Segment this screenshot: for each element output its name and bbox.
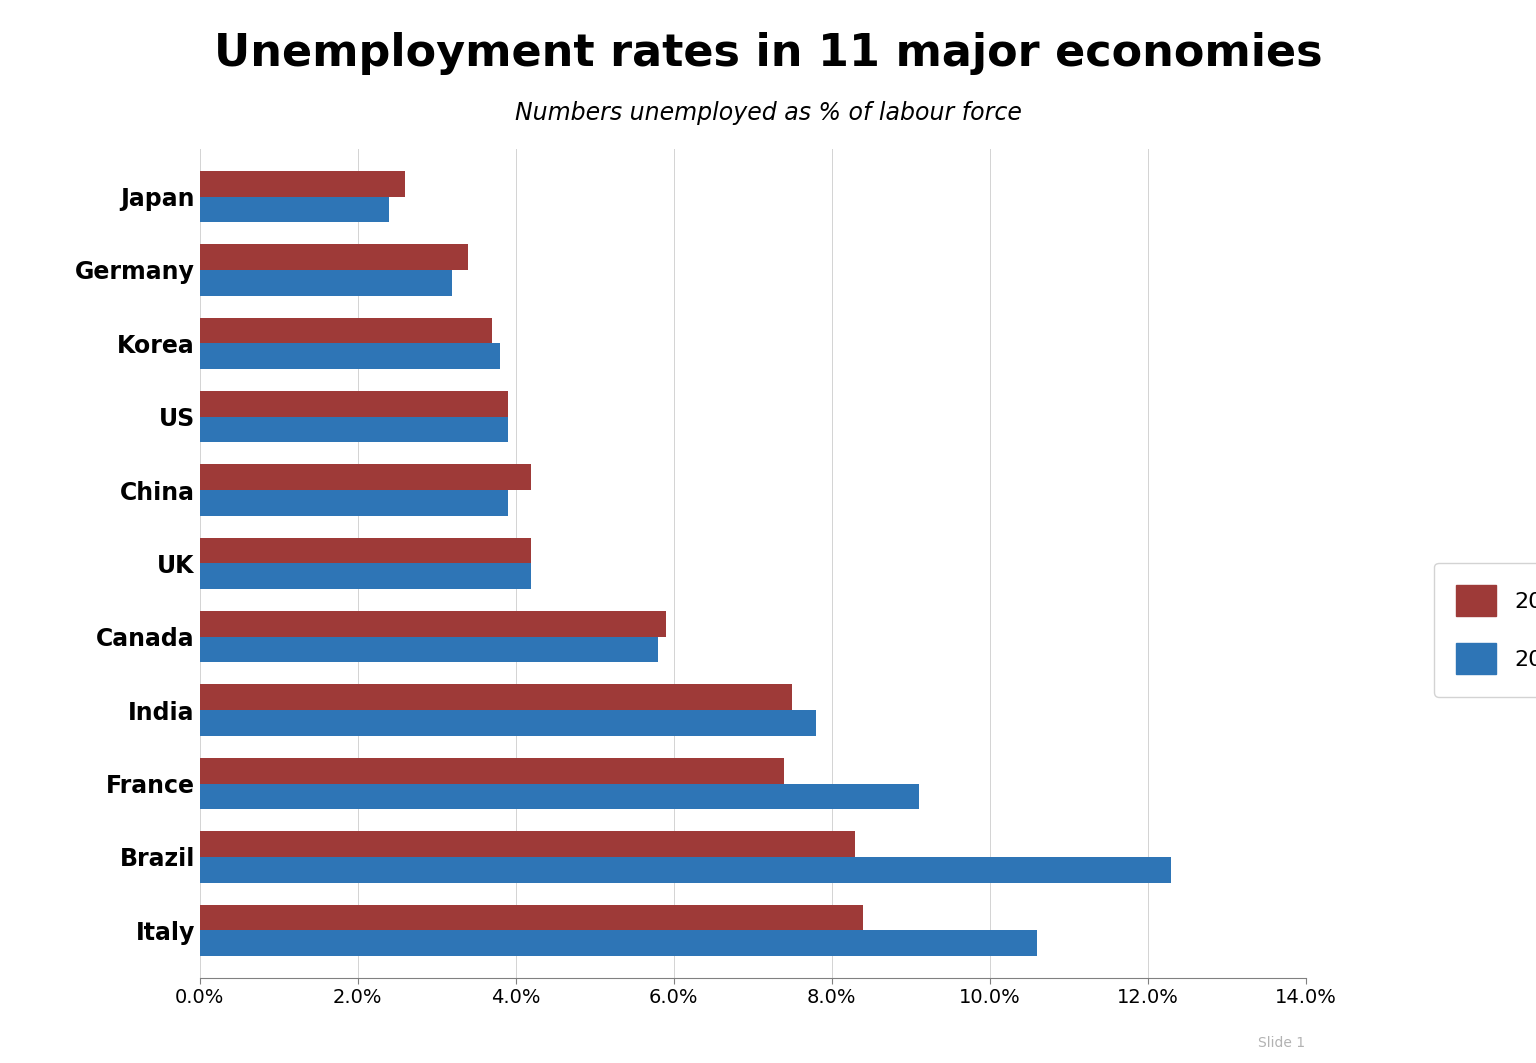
Bar [200,637,657,662]
Bar [200,905,863,930]
Bar [200,171,406,197]
Bar [200,270,453,296]
Text: Slide 1: Slide 1 [1258,1036,1306,1050]
Legend: 2023, 2018: 2023, 2018 [1435,562,1536,696]
Bar [200,343,499,369]
Bar [200,318,492,343]
Bar [200,538,531,563]
Bar [200,197,389,222]
Bar [200,710,816,736]
Bar [200,244,468,270]
Bar [200,758,785,783]
Text: Unemployment rates in 11 major economies: Unemployment rates in 11 major economies [214,32,1322,74]
Bar [200,831,856,857]
Bar [200,490,508,516]
Bar [200,930,1037,956]
Bar [200,417,508,442]
Bar [200,391,508,417]
Bar [200,563,531,589]
Bar [200,783,919,809]
Bar [200,611,665,637]
Bar [200,465,531,490]
Bar [200,685,793,710]
Text: Numbers unemployed as % of labour force: Numbers unemployed as % of labour force [515,101,1021,125]
Bar [200,857,1172,882]
